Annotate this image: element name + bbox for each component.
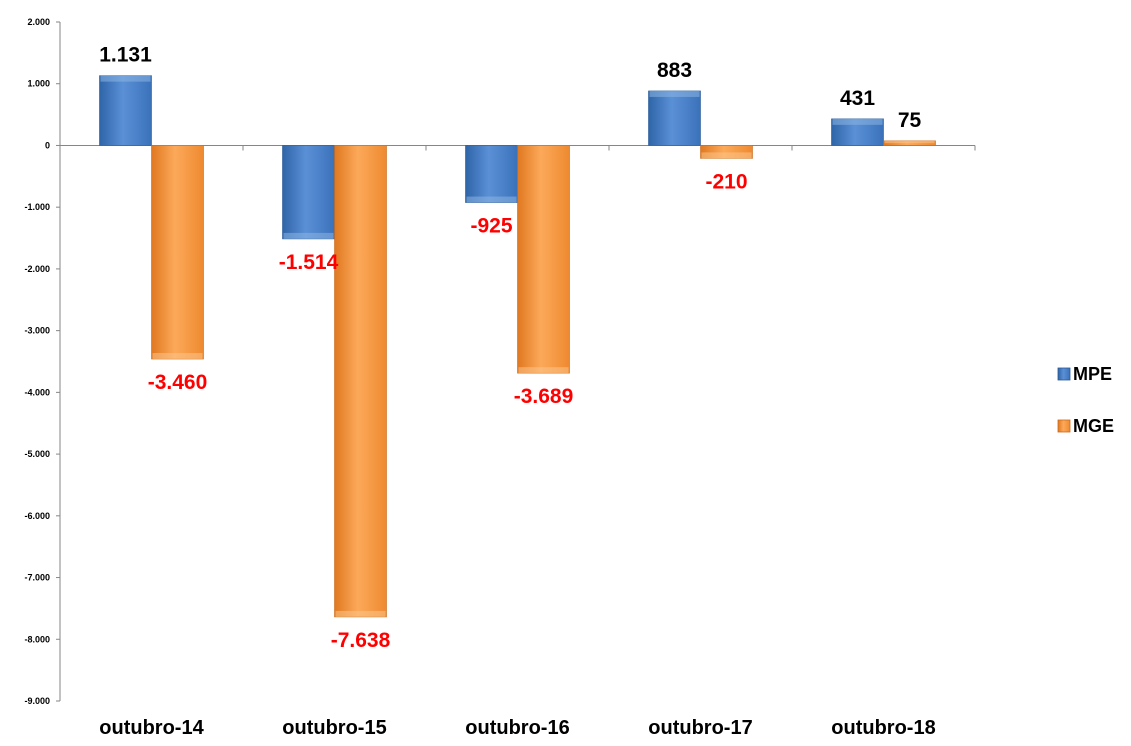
bar-mge <box>517 145 570 374</box>
y-tick-label: -7.000 <box>24 573 50 583</box>
bar-bevel <box>283 232 334 239</box>
bar-mge <box>151 145 204 360</box>
bar-bevel <box>466 196 517 203</box>
y-tick-label: -3.000 <box>24 326 50 336</box>
bar-mpe <box>648 90 701 146</box>
y-tick-label: -2.000 <box>24 264 50 274</box>
x-category-label: outubro-15 <box>282 717 386 739</box>
legend-label-mpe: MPE <box>1073 364 1112 384</box>
data-label-mge: 75 <box>898 109 922 132</box>
legend: MPE MGE <box>1057 364 1114 436</box>
legend-label-mge: MGE <box>1073 416 1114 436</box>
bar-mpe <box>282 145 335 240</box>
data-label-mpe: -925 <box>470 215 512 238</box>
x-category-label: outubro-14 <box>99 717 204 739</box>
data-label-mpe: 431 <box>840 87 875 110</box>
y-tick-label: 2.000 <box>27 17 50 27</box>
bar-bevel <box>832 118 883 125</box>
data-label-mge: -7.638 <box>331 629 391 652</box>
bar-bevel <box>152 353 203 360</box>
y-tick-label: -8.000 <box>24 634 50 644</box>
legend-swatch-mge <box>1057 419 1071 433</box>
data-label-mge: -3.460 <box>148 371 208 394</box>
data-labels: 1.131 -1.514 -925 883 431 -3.460 -7.638 -3.689 -… <box>99 44 921 652</box>
legend-swatch-mpe <box>1057 367 1071 381</box>
bar-mpe <box>99 75 152 146</box>
y-tick-label: 1.000 <box>27 79 50 89</box>
bar-bevel <box>884 140 935 144</box>
bar-mpe <box>465 145 518 203</box>
y-tick-label: 0 <box>45 140 50 150</box>
data-label-mge: -3.689 <box>514 385 574 408</box>
x-category-label: outubro-18 <box>831 717 935 739</box>
data-label-mge: -210 <box>705 170 747 193</box>
data-label-mpe: 883 <box>657 59 692 82</box>
bar-bevel <box>649 90 700 97</box>
x-category-label: outubro-16 <box>465 717 569 739</box>
bar-bevel <box>701 152 752 159</box>
y-tick-label: -5.000 <box>24 449 50 459</box>
data-label-mpe: -1.514 <box>279 251 339 274</box>
y-tick-label: -1.000 <box>24 202 50 212</box>
x-category-label: outubro-17 <box>648 717 752 739</box>
bar-mge <box>334 145 387 618</box>
y-tick-label: -9.000 <box>24 696 50 706</box>
bar-bevel <box>518 367 569 374</box>
y-tick-label: -4.000 <box>24 387 50 397</box>
bar-bevel <box>335 610 386 617</box>
y-tick-label: -6.000 <box>24 511 50 521</box>
bars <box>99 75 936 618</box>
data-label-mpe: 1.131 <box>99 44 152 67</box>
bar-bevel <box>100 75 151 82</box>
